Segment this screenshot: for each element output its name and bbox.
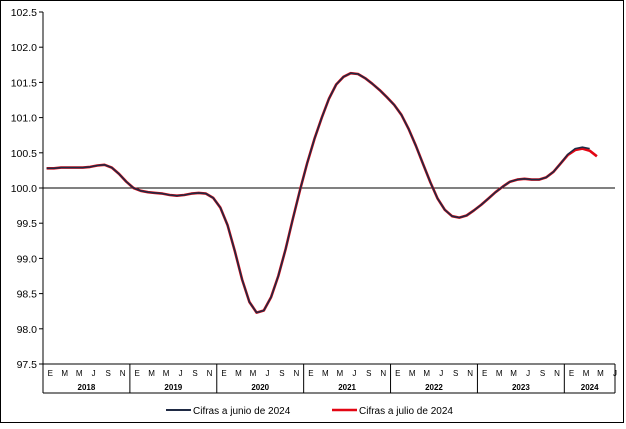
x-year-label: 2020	[251, 383, 269, 392]
x-month-label: M	[583, 369, 590, 378]
x-month-label: S	[540, 369, 545, 378]
x-month-label: M	[510, 369, 517, 378]
x-month-label: S	[192, 369, 197, 378]
x-year-label: 2019	[164, 383, 182, 392]
x-year-label: 2021	[338, 383, 356, 392]
y-tick-label: 99.5	[17, 218, 38, 230]
x-month-label: M	[337, 369, 344, 378]
legend-label-julio: Cifras a julio de 2024	[359, 406, 453, 417]
x-month-label: M	[250, 369, 257, 378]
x-month-label: S	[453, 369, 458, 378]
x-month-label: M	[496, 369, 503, 378]
x-month-label: S	[366, 369, 371, 378]
legend-label-junio: Cifras a junio de 2024	[193, 406, 291, 417]
legend: Cifras a junio de 2024 Cifras a julio de…	[166, 406, 453, 417]
y-axis: 97.5 98.0 98.5 99.0 99.5 100.0 100.5 101.0 101.5…	[11, 7, 44, 371]
x-month-label: E	[395, 369, 400, 378]
x-month-label: E	[482, 369, 487, 378]
y-tick-label: 98.5	[17, 289, 38, 301]
y-tick-label: 97.5	[17, 359, 38, 371]
x-month-label: M	[322, 369, 329, 378]
x-month-label: E	[48, 369, 53, 378]
x-month-label: N	[207, 369, 213, 378]
x-month-label: N	[380, 369, 386, 378]
x-month-label: N	[467, 369, 473, 378]
y-tick-label: 101.0	[11, 113, 37, 125]
x-month-label: J	[439, 369, 443, 378]
x-month-label: E	[221, 369, 226, 378]
x-month-label: N	[120, 369, 126, 378]
x-month-label: M	[76, 369, 83, 378]
x-month-label: M	[409, 369, 416, 378]
y-tick-label: 100.5	[11, 148, 37, 160]
x-month-label: E	[134, 369, 139, 378]
x-month-label: M	[163, 369, 170, 378]
x-month-label: M	[423, 369, 430, 378]
series-line-julio	[46, 71, 598, 314]
x-month-label: N	[294, 369, 300, 378]
x-month-label: E	[569, 369, 574, 378]
x-year-label: 2022	[425, 383, 443, 392]
x-month-label: M	[597, 369, 604, 378]
x-year-label: 2024	[581, 383, 599, 392]
x-month-label: M	[61, 369, 68, 378]
x-year-label: 2023	[512, 383, 530, 392]
y-tick-label: 99.0	[17, 253, 38, 265]
y-tick-label: 100.0	[11, 183, 37, 195]
y-tick-label: 102.5	[11, 7, 37, 19]
x-month-label: J	[179, 369, 183, 378]
x-month-label: J	[92, 369, 96, 378]
x-month-label: J	[352, 369, 356, 378]
x-month-label: S	[105, 369, 110, 378]
x-month-label: J	[613, 369, 617, 378]
y-tick-label: 101.5	[11, 77, 37, 89]
x-month-label: M	[148, 369, 155, 378]
x-month-label: E	[308, 369, 313, 378]
series-line-junio	[46, 72, 590, 314]
y-tick-label: 102.0	[11, 42, 37, 54]
x-month-label: N	[554, 369, 560, 378]
x-month-label: M	[235, 369, 242, 378]
x-month-label: S	[279, 369, 284, 378]
series-lines	[46, 71, 598, 314]
x-year-label: 2018	[78, 383, 96, 392]
x-month-label: J	[526, 369, 530, 378]
y-tick-label: 98.0	[17, 324, 38, 336]
x-month-label: J	[265, 369, 269, 378]
